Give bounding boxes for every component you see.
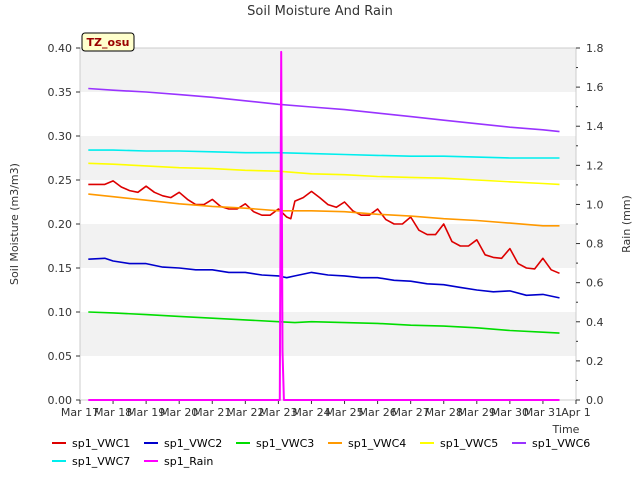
x-tick-label: Mar 31 xyxy=(524,406,562,419)
legend-item: sp1_Rain xyxy=(144,455,213,468)
chart-title: Soil Moisture And Rain xyxy=(247,4,393,19)
legend-item: sp1_VWC3 xyxy=(236,437,314,450)
y2-tick-label: 0.0 xyxy=(586,394,604,407)
y2-tick-label: 1.8 xyxy=(586,42,604,55)
y-tick-label: 0.15 xyxy=(48,262,73,275)
x-tick-label: Mar 20 xyxy=(160,406,198,419)
y2-tick-label: 1.6 xyxy=(586,81,604,94)
legend-item: sp1_VWC6 xyxy=(512,437,590,450)
x-tick-label: Mar 26 xyxy=(358,406,396,419)
legend-label: sp1_VWC5 xyxy=(440,437,498,450)
series-line-sp1-vwc6 xyxy=(88,87,560,133)
legend-label: sp1_VWC4 xyxy=(348,437,406,450)
site-badge: TZ_osu xyxy=(81,32,135,52)
series-line-sp1-vwc1 xyxy=(88,180,560,275)
y2-axis-label: Rain (mm) xyxy=(620,195,633,253)
x-tick-label: Mar 21 xyxy=(193,406,231,419)
series-lines xyxy=(88,50,560,401)
y2-tick-label: 0.2 xyxy=(586,355,604,368)
y-axis-right: 0.0 0.2 0.4 0.6 0.8 1.0 1.2 1.4 1.6 1.8 xyxy=(576,42,604,407)
legend: sp1_VWC1 sp1_VWC2 sp1_VWC3 sp1_VWC4 sp1_VWC5… xyxy=(52,437,590,468)
y2-tick-label: 1.4 xyxy=(586,120,604,133)
legend-item: sp1_VWC7 xyxy=(52,455,130,468)
y2-tick-label: 0.6 xyxy=(586,277,604,290)
legend-item: sp1_VWC2 xyxy=(144,437,222,450)
y-axis-left: 0.00 0.05 0.10 0.15 0.20 0.25 0.30 0.35 0.40 xyxy=(48,42,80,407)
grid-band xyxy=(80,224,576,268)
x-tick-label: Mar 23 xyxy=(259,406,297,419)
x-tick-label: Mar 18 xyxy=(94,406,132,419)
site-badge-box xyxy=(81,32,135,52)
grid-band xyxy=(80,92,576,136)
y-tick-label: 0.30 xyxy=(48,130,73,143)
y-axis-label: Soil Moisture (m3/m3) xyxy=(8,163,21,285)
y-tick-label: 0.35 xyxy=(48,86,73,99)
y-tick-label: 0.05 xyxy=(48,350,73,363)
legend-item: sp1_VWC1 xyxy=(52,437,130,450)
y2-tick-label: 0.8 xyxy=(586,238,604,251)
grid-band xyxy=(80,356,576,400)
legend-label: sp1_VWC3 xyxy=(256,437,314,450)
grid-band xyxy=(80,180,576,224)
y-tick-label: 0.20 xyxy=(48,218,73,231)
series-line-sp1-vwc2 xyxy=(88,257,560,299)
x-tick-label: Mar 24 xyxy=(292,406,330,419)
series-line-sp1-rain xyxy=(88,50,560,401)
x-tick-label: Mar 27 xyxy=(392,406,430,419)
y2-tick-label: 1.2 xyxy=(586,159,604,172)
grid-band xyxy=(80,312,576,356)
x-tick-label: Mar 22 xyxy=(226,406,264,419)
y-tick-label: 0.25 xyxy=(48,174,73,187)
legend-item: sp1_VWC4 xyxy=(328,437,406,450)
series-line-sp1-vwc5 xyxy=(88,162,560,186)
series-line-sp1-vwc7 xyxy=(88,149,560,159)
legend-label: sp1_VWC2 xyxy=(164,437,222,450)
x-tick-label: Mar 19 xyxy=(127,406,165,419)
x-tick-label: Mar 17 xyxy=(61,406,99,419)
y2-tick-label: 0.4 xyxy=(586,316,604,329)
legend-label: sp1_Rain xyxy=(164,455,213,468)
grid-bands xyxy=(80,48,576,400)
legend-item: sp1_VWC5 xyxy=(420,437,498,450)
x-axis-label: Time xyxy=(552,423,580,436)
series-line-sp1-vwc3 xyxy=(88,311,560,334)
series-line-sp1-vwc4 xyxy=(88,193,560,227)
legend-label: sp1_VWC6 xyxy=(532,437,590,450)
site-badge-text: TZ_osu xyxy=(87,36,130,49)
x-tick-label: Apr 1 xyxy=(561,406,591,419)
y2-tick-label: 1.0 xyxy=(586,198,604,211)
x-tick-label: Mar 25 xyxy=(325,406,363,419)
x-tick-label: Mar 28 xyxy=(425,406,463,419)
legend-label: sp1_VWC1 xyxy=(72,437,130,450)
y-tick-label: 0.00 xyxy=(48,394,73,407)
x-tick-label: Mar 30 xyxy=(491,406,529,419)
x-tick-label: Mar 29 xyxy=(458,406,496,419)
y-tick-label: 0.40 xyxy=(48,42,73,55)
y-tick-label: 0.10 xyxy=(48,306,73,319)
legend-label: sp1_VWC7 xyxy=(72,455,130,468)
grid-band xyxy=(80,48,576,92)
